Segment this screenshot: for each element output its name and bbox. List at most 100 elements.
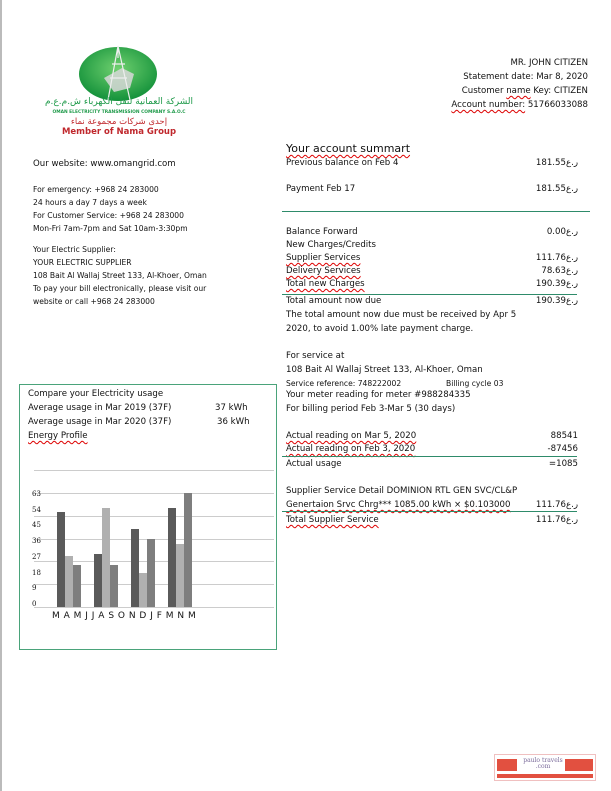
gridline <box>34 493 274 494</box>
currency: ر.ع <box>565 227 578 237</box>
amount: 190.39 <box>535 279 566 289</box>
statement-date: Statement date: Mar 8, 2020 <box>463 72 588 82</box>
gridline <box>34 470 274 472</box>
amount: 78.63 <box>541 266 566 276</box>
logo-english-name: OMAN ELECTRICITY TRANSMISSION COMPANY S.… <box>52 110 186 115</box>
usage-comparison-box: Compare your Electricity usage Average u… <box>19 384 277 650</box>
watermark-stripe <box>497 759 517 771</box>
bar-group4-series2 <box>176 544 184 607</box>
summary-row-label: New Charges/Credits <box>286 240 377 250</box>
gridline <box>34 607 274 608</box>
hours: 24 hours a day 7 days a week <box>33 198 147 207</box>
divider <box>282 456 577 457</box>
customer-name: MR. JOHN CITIZEN <box>510 58 588 68</box>
currency: ر.ع <box>565 500 578 510</box>
customer-key: Customer name Key: CITIZEN <box>462 85 588 98</box>
watermark-text: paulo travels .com <box>521 758 565 770</box>
logo-arabic-member: إحدى شركات مجموعة نماء <box>70 117 168 127</box>
emergency: For emergency: +968 24 283000 <box>33 185 159 194</box>
bar-group3-series1 <box>131 529 139 607</box>
bar-group4-series1 <box>168 508 176 607</box>
logo-arabic-name: الشركة العمانية لنقل الكهرباء ش.م.ع.م <box>44 97 194 107</box>
summary-row-label: Payment Feb 17 <box>286 184 356 194</box>
avg-2020-value: 36 kWh <box>217 417 250 427</box>
bar-group1-series1 <box>57 512 65 607</box>
energy-profile-label: Energy Profile <box>28 431 88 441</box>
y-tick-label: 0 <box>32 600 37 608</box>
summary-row-value: 190.39ر.ع <box>536 295 578 308</box>
amount: 0.00 <box>546 227 566 237</box>
summary-row-label: Supplier Services <box>286 253 361 263</box>
meter-reading: Your meter reading for meter #988284335 <box>286 390 471 400</box>
total-supplier-value: 111.76ر.ع <box>536 514 578 527</box>
currency: ر.ع <box>565 253 578 263</box>
currency: ر.ع <box>565 266 578 276</box>
page-edge <box>0 0 2 791</box>
bar-group4-series3 <box>184 493 192 607</box>
generation-charge-label: Genertaion Srvc Chrg*** 1085.00 kWh × $0… <box>286 500 511 510</box>
billing-period: For billing period Feb 3-Mar 5 (30 days) <box>286 404 456 414</box>
reading-value: 88541 <box>550 431 578 441</box>
summary-row-value: 181.55ر.ع <box>536 183 578 196</box>
reading-label: Actual reading on Mar 5, 2020 <box>286 431 417 441</box>
avg-2019-label: Average usage in Mar 2019 (37F) <box>28 403 172 413</box>
watermark-stripe <box>565 759 593 771</box>
due-note-1: The total amount now due must be receive… <box>286 310 517 320</box>
summary-title: Your account summart <box>286 142 411 155</box>
amount: 190.39 <box>535 296 566 306</box>
watermark-stripe <box>497 774 593 778</box>
amount: 111.76 <box>535 500 566 510</box>
bar-group2-series3 <box>110 565 118 607</box>
summary-row-value: 190.39ر.ع <box>536 278 578 291</box>
account-number: Account number: 51766033088 <box>451 99 588 112</box>
watermark-logo: paulo travels .com <box>494 754 596 781</box>
service-hours: Mon-Fri 7am-7pm and Sat 10am-3:30pm <box>33 224 188 233</box>
due-note-2: 2020, to avoid 1.00% late payment charge… <box>286 324 474 334</box>
currency: ر.ع <box>565 296 578 306</box>
supplier-address: 108 Bait Al Wallaj Street 133, Al-Khoer,… <box>33 271 207 280</box>
supplier-label: Your Electric Supplier: <box>33 245 116 254</box>
company-logo: الشركة العمانية لنقل الكهرباء ش.م.ع.م OM… <box>34 34 204 138</box>
x-tick-labels: M A M J J A S O N D J F M N M <box>52 611 197 621</box>
service-heading: For service at <box>286 351 345 361</box>
bar-group2-series1 <box>94 553 102 607</box>
avg-2020-label: Average usage in Mar 2020 (37F) <box>28 417 172 427</box>
divider <box>282 294 577 295</box>
bar-group2-series2 <box>102 508 110 607</box>
reading-value: =1085 <box>548 459 578 469</box>
pay-note-2: website or call +968 24 283000 <box>33 297 155 306</box>
account-value: 51766033088 <box>525 100 588 110</box>
amount: 111.76 <box>535 253 566 263</box>
y-tick-label: 9 <box>32 584 37 593</box>
service-reference: Service reference: 748222002 <box>286 379 402 388</box>
bar-group3-series2 <box>139 572 147 607</box>
reading-label: Actual usage <box>286 459 342 469</box>
key-value: Key: CITIZEN <box>530 86 588 96</box>
website: Our website: www.omangrid.com <box>33 159 176 169</box>
avg-2019-value: 37 kWh <box>215 403 248 413</box>
currency: ر.ع <box>565 184 578 194</box>
service-address: 108 Bait Al Wallaj Street 133, Al-Khoer,… <box>286 365 483 375</box>
currency: ر.ع <box>565 279 578 289</box>
supplier-detail: Supplier Service Detail DOMINION RTL GEN… <box>286 486 518 496</box>
currency: ر.ع <box>565 158 578 168</box>
bar-group1-series2 <box>65 555 73 607</box>
customer-service: For Customer Service: +968 24 283000 <box>33 211 184 220</box>
y-tick-label: 63 <box>32 489 41 498</box>
account-label: Account number: <box>451 100 526 110</box>
y-tick-label: 18 <box>32 568 41 577</box>
supplier-name: YOUR ELECTRIC SUPPLIER <box>33 258 132 267</box>
divider <box>282 211 590 212</box>
tower-logo-icon <box>79 45 157 101</box>
summary-row-value: 0.00ر.ع <box>547 226 578 239</box>
key-label-sq: name <box>506 86 531 96</box>
summary-row-label: Balance Forward <box>286 227 358 237</box>
y-tick-label: 54 <box>32 505 41 514</box>
gridline <box>34 515 274 517</box>
currency: ر.ع <box>565 515 578 525</box>
key-label: Customer <box>461 86 504 96</box>
usage-title: Compare your Electricity usage <box>28 389 164 399</box>
reading-label: Actual reading on Feb 3, 2020 <box>286 444 416 454</box>
summary-row-label: Delivery Services <box>286 266 361 276</box>
total-supplier-label: Total Supplier Service <box>286 515 379 525</box>
